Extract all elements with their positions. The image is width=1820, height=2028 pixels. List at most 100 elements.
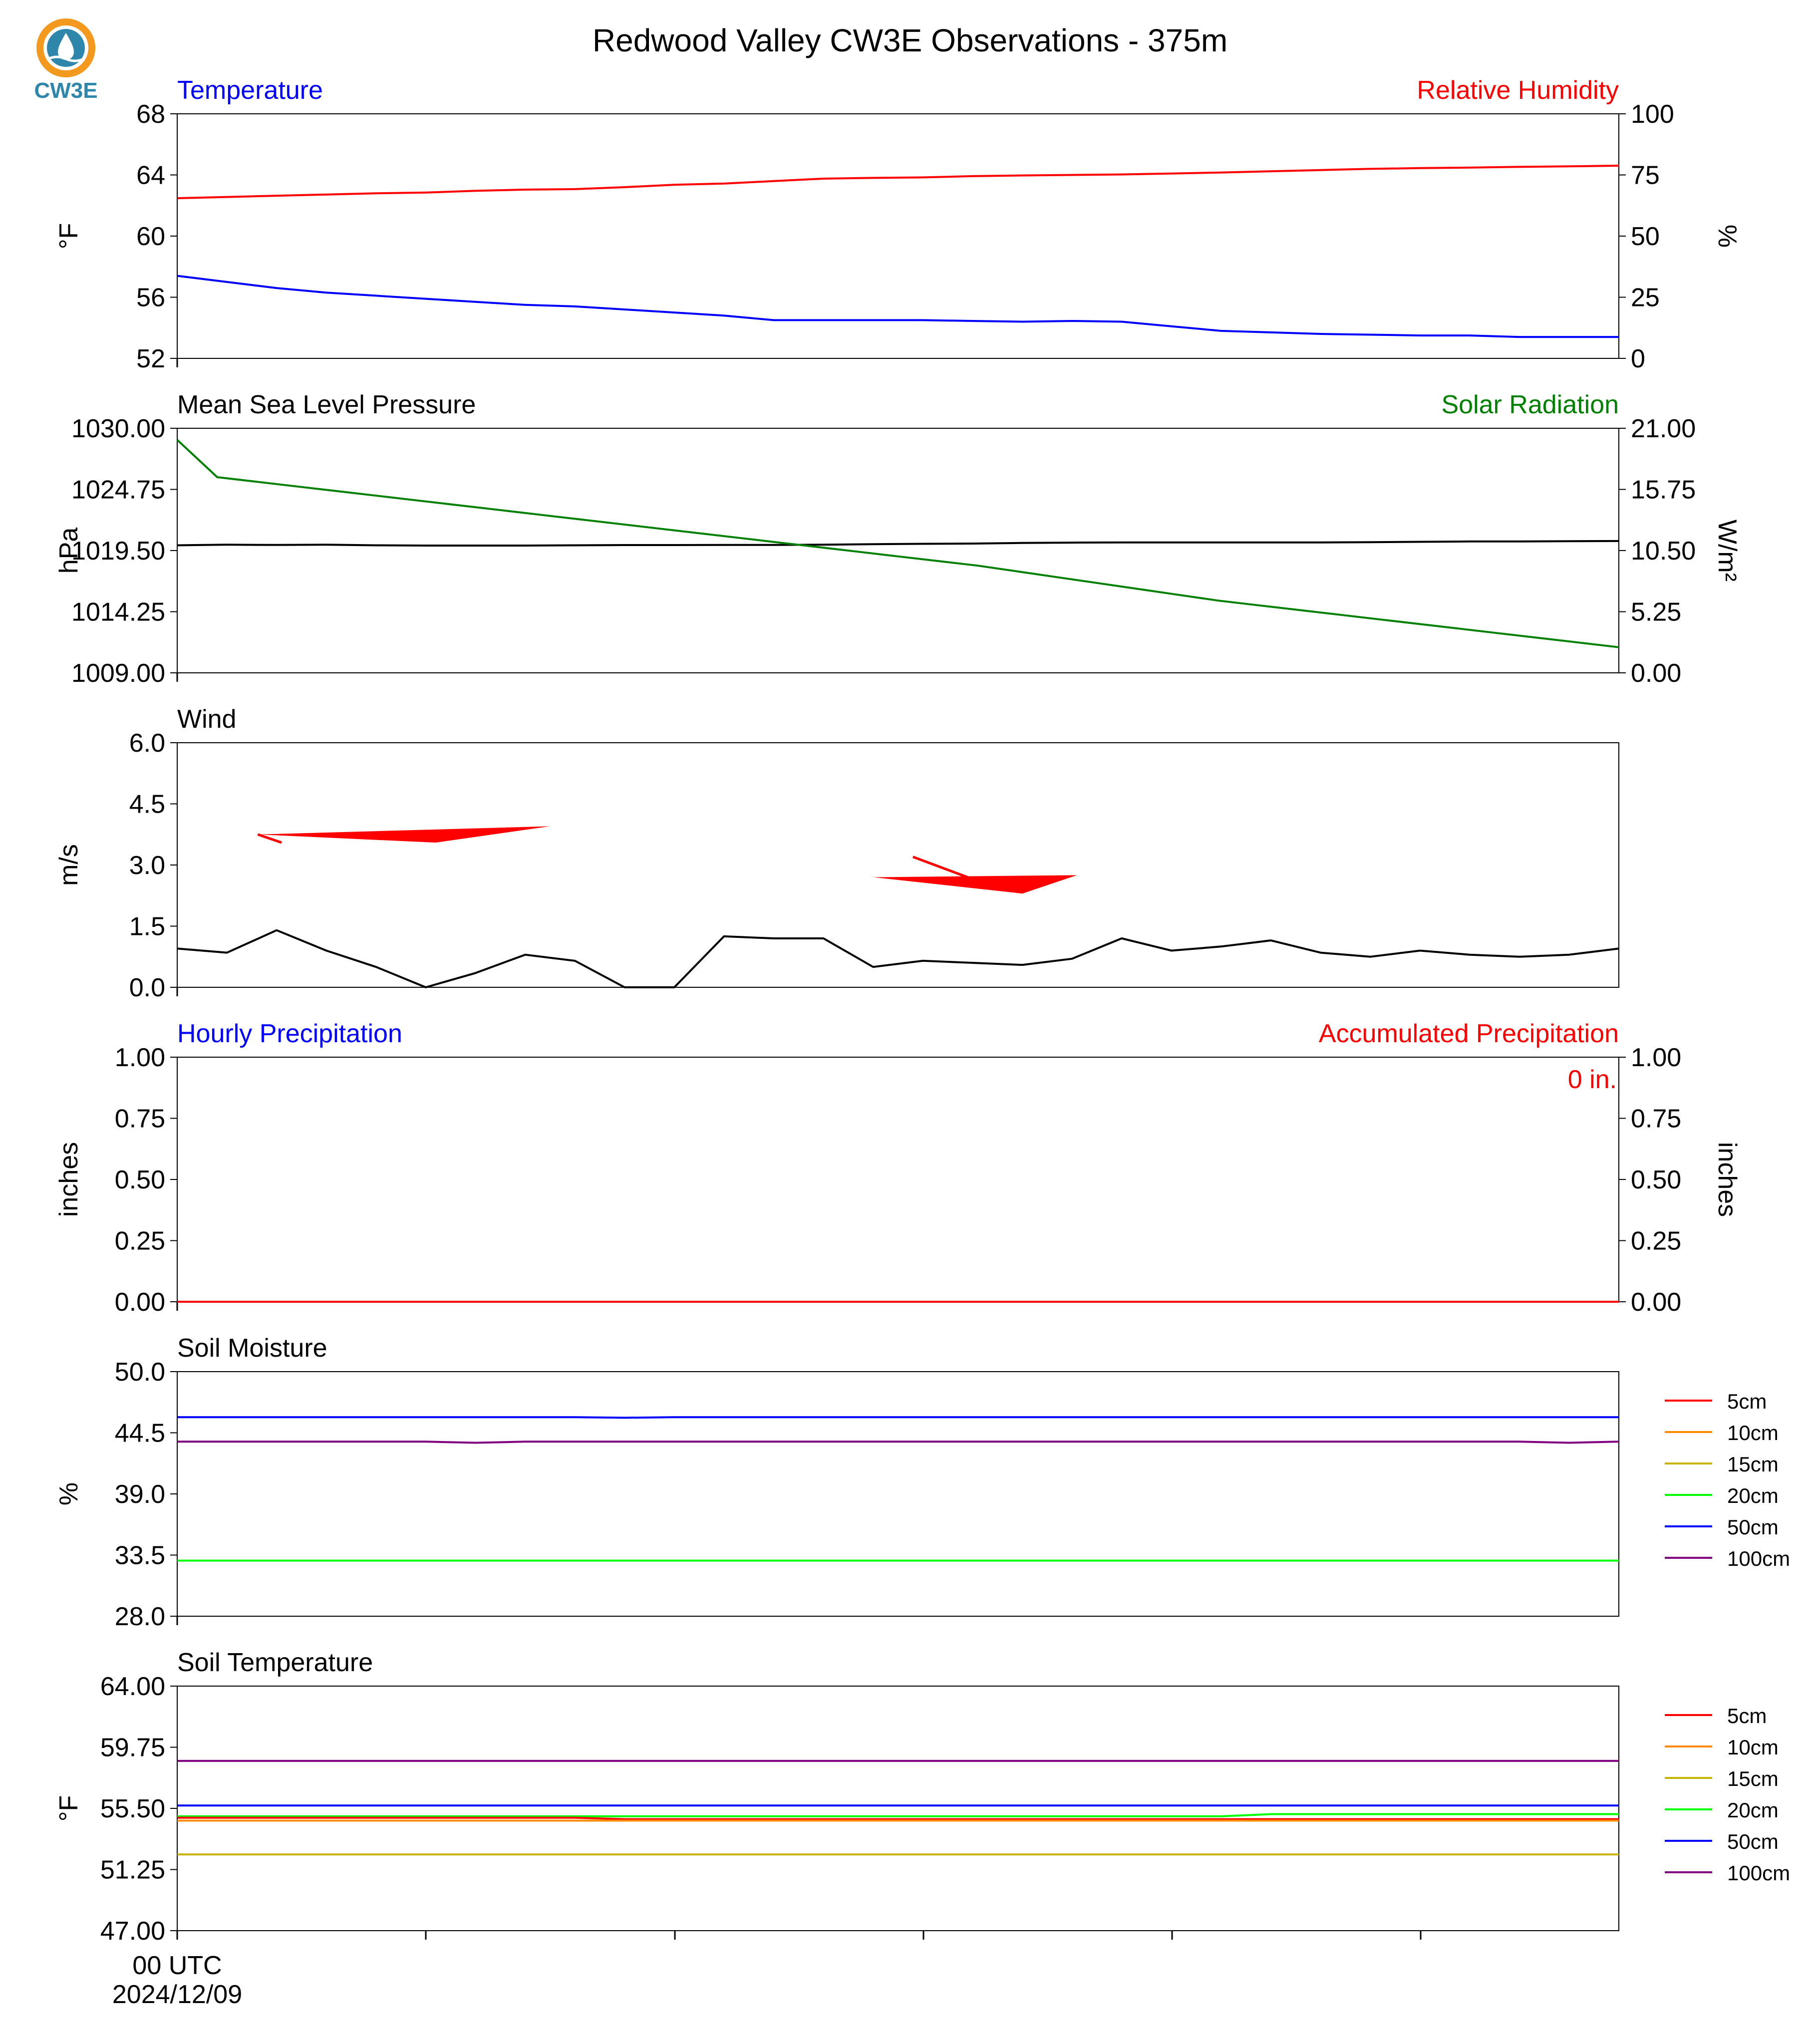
y-tick-label-right: 25 [1631, 284, 1660, 312]
legend-label-50cm: 50cm [1727, 1515, 1779, 1539]
y-tick-label-left: 51.25 [100, 1856, 165, 1885]
accumulated-total-label: 0 in. [1568, 1065, 1617, 1094]
legend-label-10cm: 10cm [1727, 1421, 1779, 1445]
panel-title-left: Mean Sea Level Pressure [177, 390, 476, 419]
panel-mean-sea-level-pressure: 1030.00 1024.75 1019.50 1014.25 1009.00 21.00… [54, 390, 1742, 688]
plot-frame [177, 1371, 1619, 1617]
y-tick-label-right: 0 [1631, 344, 1645, 373]
legend-label-15cm: 15cm [1727, 1767, 1779, 1790]
panel-title-right: Accumulated Precipitation [1319, 1019, 1619, 1048]
plot-frame [177, 113, 1619, 359]
figure-title: Redwood Valley CW3E Observations - 375m [593, 22, 1227, 58]
series-line-green [176, 439, 1619, 648]
panel-temperature: 68 64 60 56 52 100 75 50 25 0 Temperature Relative … [54, 76, 1742, 373]
legend-label-20cm: 20cm [1727, 1484, 1779, 1507]
y-tick-label-left: 59.75 [100, 1734, 165, 1762]
legend-label-5cm: 5cm [1727, 1390, 1767, 1413]
y-tick-label-left: 0.00 [115, 1288, 165, 1317]
y-tick-label-right: 21.00 [1631, 414, 1696, 443]
y-axis-label-right: inches [1713, 1142, 1742, 1217]
legend-label-5cm: 5cm [1727, 1704, 1767, 1728]
series-line-50cm [177, 1416, 1619, 1419]
y-tick-label-left: 3.0 [129, 851, 165, 880]
y-tick-label-left: 60 [136, 222, 165, 251]
y-tick-label-left: 50.0 [115, 1358, 165, 1387]
legend: 5cm 10cm 15cm 20cm 50cm 100cm [1665, 1390, 1790, 1570]
y-axis-label-left: inches [54, 1142, 83, 1217]
panel-title-left: Temperature [177, 76, 323, 105]
y-axis-label-right: % [1713, 225, 1742, 248]
series-line-100cm [177, 1441, 1619, 1444]
y-tick-label-left: 55.50 [100, 1794, 165, 1823]
logo-wave-icon [47, 55, 85, 62]
series-line-5cm [177, 1816, 1619, 1820]
panel-title-left: Wind [177, 705, 236, 734]
plot-frame [177, 1057, 1619, 1302]
wind-barb-flag [258, 826, 550, 843]
y-tick-label-right: 10.50 [1631, 537, 1696, 566]
y-tick-label-left: 44.5 [115, 1419, 165, 1448]
y-tick-label-left: 0.0 [129, 973, 165, 1002]
series-line-blue [177, 275, 1619, 338]
logo-text: CW3E [34, 78, 97, 103]
y-tick-label-right: 0.75 [1631, 1105, 1681, 1134]
panel-soil-moisture: 50.0 44.5 39.0 33.5 28.0 Soil Moisture% 5cm 10c… [54, 1334, 1790, 1631]
y-tick-label-right: 15.75 [1631, 476, 1696, 505]
y-tick-label-left: 4.5 [129, 790, 165, 819]
y-tick-label-left: 1.00 [115, 1043, 165, 1072]
legend: 5cm 10cm 15cm 20cm 50cm 100cm [1665, 1704, 1790, 1885]
y-tick-label-left: 64.00 [100, 1672, 165, 1701]
y-tick-label-right: 50 [1631, 222, 1660, 251]
y-tick-label-left: 0.25 [115, 1227, 165, 1256]
y-tick-label-left: 39.0 [115, 1480, 165, 1509]
series-line-black [177, 540, 1619, 547]
series-line-red [177, 164, 1619, 200]
wind-barb-shaft [257, 833, 282, 844]
legend-label-100cm: 100cm [1727, 1547, 1790, 1570]
y-tick-label-left: 1030.00 [71, 414, 165, 443]
y-tick-label-left: 68 [136, 100, 165, 129]
x-tick-label-time: 00 UTC [132, 1951, 222, 1980]
y-axis-label-right: W/m² [1713, 520, 1742, 581]
y-tick-label-left: 64 [136, 161, 165, 190]
y-tick-label-right: 0.00 [1631, 1288, 1681, 1317]
y-axis-label-left: hPa [54, 528, 83, 574]
y-tick-label-right: 0.25 [1631, 1227, 1681, 1256]
y-tick-label-right: 0.00 [1631, 659, 1681, 688]
y-tick-label-right: 75 [1631, 161, 1660, 190]
y-axis-label-left: % [54, 1482, 83, 1505]
panel-wind: 6.0 4.5 3.0 1.5 0.0 Wind m/s [54, 705, 1619, 1002]
y-tick-label-right: 100 [1631, 100, 1674, 129]
y-axis-label-left: °F [54, 1795, 83, 1822]
y-tick-label-left: 56 [136, 284, 165, 312]
y-tick-label-right: 5.25 [1631, 598, 1681, 627]
y-tick-label-left: 1024.75 [71, 476, 165, 505]
cw3e-logo: CW3E [34, 18, 98, 103]
x-tick-label-date: 2024/12/09 [112, 1980, 242, 2009]
y-tick-label-left: 1019.50 [71, 537, 165, 566]
panel-title-left: Soil Moisture [177, 1334, 327, 1363]
series-line-black [177, 929, 1619, 988]
wind-barb-flag [873, 875, 1077, 894]
legend-label-10cm: 10cm [1727, 1736, 1779, 1759]
panel-title-left: Soil Temperature [177, 1648, 373, 1677]
y-axis-label-left: °F [54, 223, 83, 250]
legend-label-20cm: 20cm [1727, 1798, 1779, 1822]
y-tick-label-left: 28.0 [115, 1602, 165, 1631]
y-tick-label-left: 52 [136, 344, 165, 373]
x-axis: 00 UTC 2024/12/09 [112, 1951, 242, 2009]
water-drop-icon [58, 33, 74, 60]
panel-title-right: Relative Humidity [1417, 76, 1619, 105]
y-tick-label-left: 1009.00 [71, 659, 165, 688]
y-tick-label-right: 0.50 [1631, 1165, 1681, 1194]
legend-label-50cm: 50cm [1727, 1830, 1779, 1853]
y-tick-label-left: 1.5 [129, 912, 165, 941]
panel-soil-temperature: 64.00 59.75 55.50 51.25 47.00 Soil Temperatur… [54, 1648, 1790, 1946]
legend-label-15cm: 15cm [1727, 1452, 1779, 1476]
panel-title-left: Hourly Precipitation [177, 1019, 402, 1048]
plot-frame [177, 1686, 1619, 1931]
y-tick-label-left: 47.00 [100, 1917, 165, 1946]
panel-hourly-precipitation: 1.00 0.75 0.50 0.25 0.00 1.00 0.75 0.50 0.25 0.00… [54, 1019, 1742, 1317]
y-axis-label-left: m/s [54, 844, 83, 886]
series-line-20cm [177, 1813, 1619, 1817]
